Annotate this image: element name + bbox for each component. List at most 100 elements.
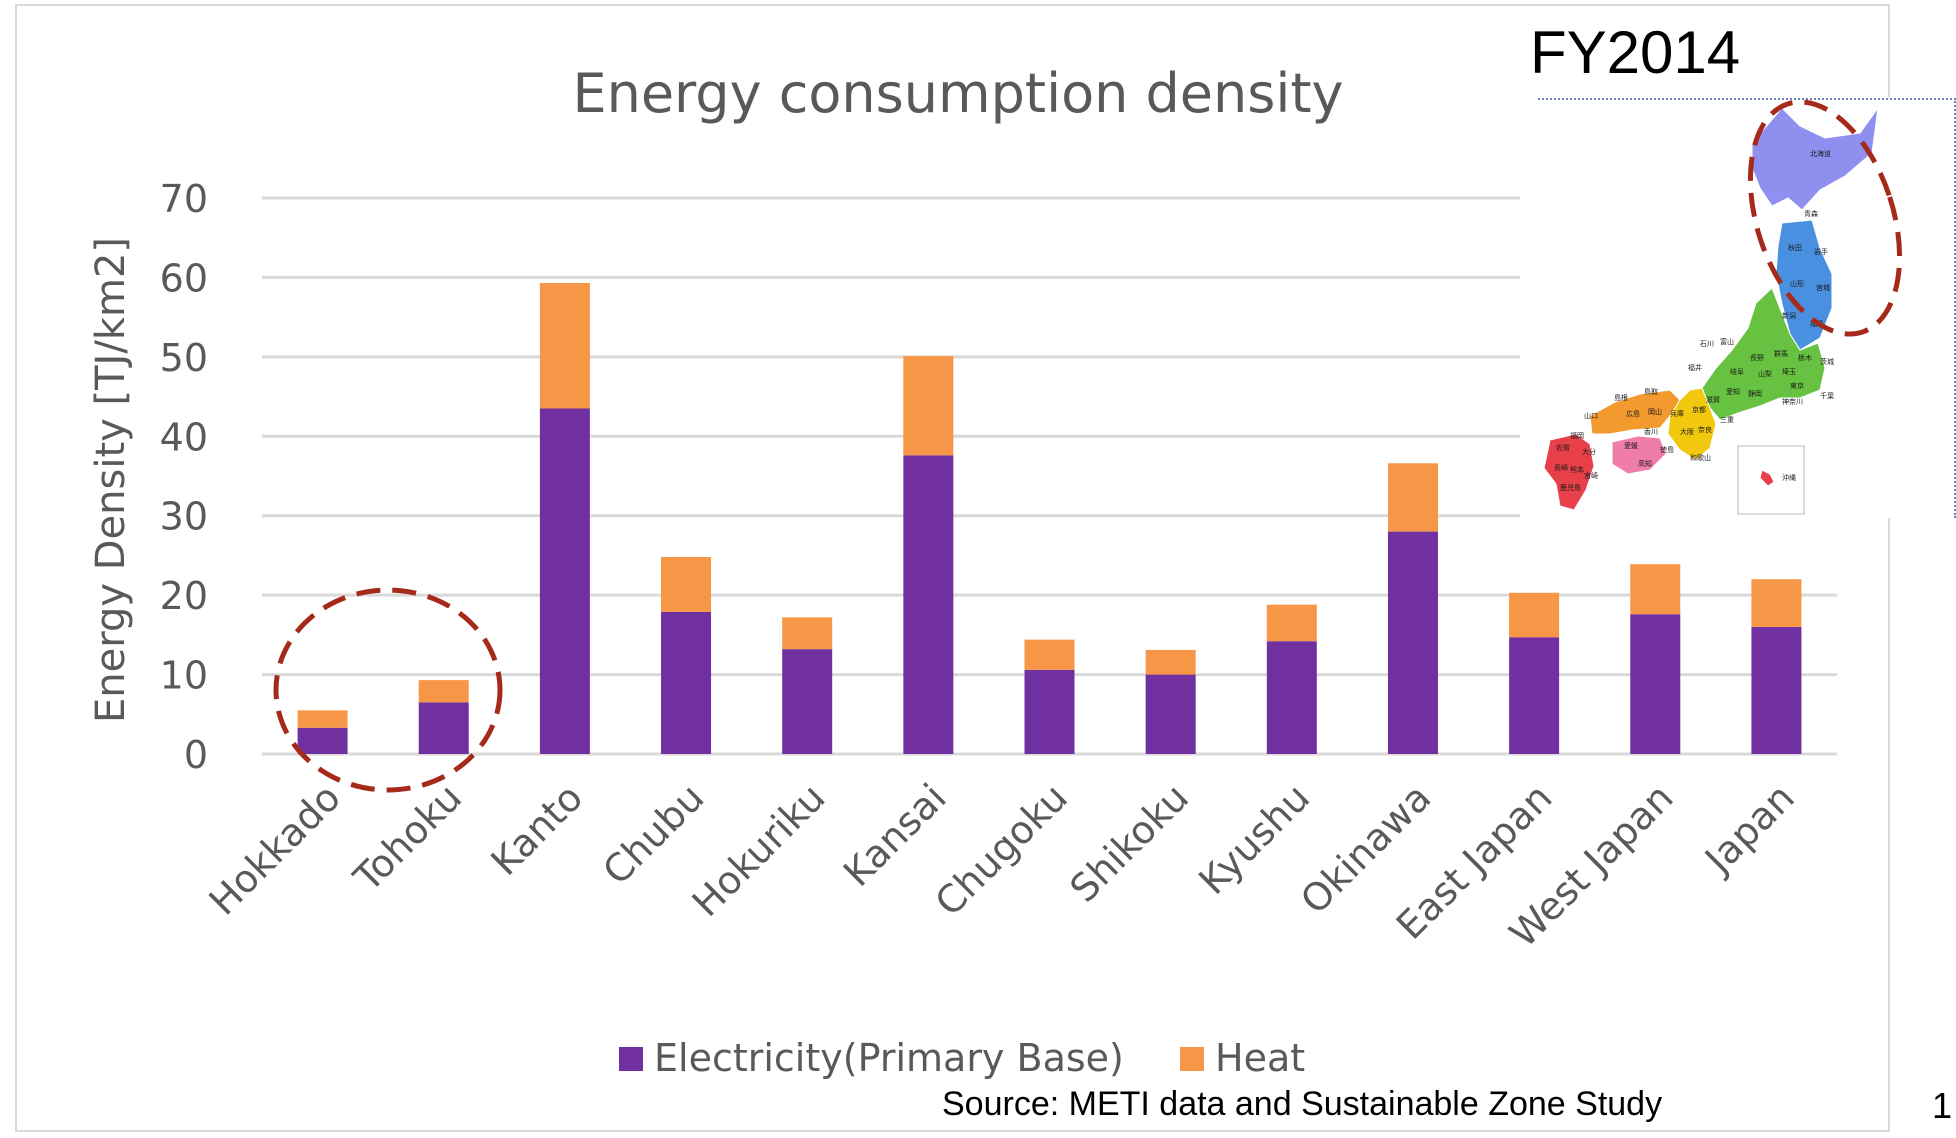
fiscal-year-label: FY2014 <box>1530 19 1741 86</box>
y-tick-labels: 0 10 20 30 40 50 60 70 <box>160 177 208 777</box>
map-region-shikoku <box>1611 435 1667 475</box>
slide-frame <box>15 4 1890 1132</box>
bar-electricity-shikoku <box>1145 674 1196 754</box>
highlight-ellipse-hokkaido-tohoku <box>273 587 503 793</box>
x-tick-label: Hokkado <box>201 775 349 923</box>
y-tick-label: 0 <box>184 733 208 777</box>
bar-electricity-okinawa <box>1387 531 1438 754</box>
map-prefecture-label: 愛媛 <box>1624 441 1638 450</box>
y-tick-label: 60 <box>160 256 208 300</box>
bar-heat-chubu <box>661 557 712 612</box>
bar-heat-east-japan <box>1509 592 1560 638</box>
bar-electricity-hokkado <box>297 727 348 754</box>
bar-heat-japan <box>1751 579 1802 627</box>
bar-electricity-japan <box>1751 626 1802 754</box>
map-prefecture-label: 福井 <box>1688 363 1702 372</box>
y-tick-label: 40 <box>160 415 208 459</box>
map-prefecture-label: 京都 <box>1692 405 1706 414</box>
bar-heat-hokkado <box>297 710 348 728</box>
x-tick-label: Chugoku <box>927 775 1076 924</box>
map-prefecture-label: 茨城 <box>1820 357 1834 366</box>
map-region-kyushu <box>1543 433 1595 511</box>
map-prefecture-label: 東京 <box>1790 381 1804 390</box>
bar-electricity-kansai <box>903 455 954 754</box>
bar-heat-shikoku <box>1145 649 1196 675</box>
map-region-kansai <box>1667 387 1717 461</box>
y-tick-label: 30 <box>160 495 208 539</box>
map-prefecture-label: 福岡 <box>1570 431 1584 440</box>
map-prefecture-label: 岡山 <box>1648 407 1662 416</box>
map-prefecture-label: 埼玉 <box>1782 367 1796 376</box>
x-tick-label: Shikoku <box>1062 775 1197 910</box>
map-prefecture-label: 神奈川 <box>1782 397 1803 406</box>
map-prefecture-label: 滋賀 <box>1706 395 1720 404</box>
y-tick-label: 10 <box>160 654 208 698</box>
map-prefecture-label: 佐賀 <box>1556 443 1570 452</box>
map-prefecture-label: 香川 <box>1644 427 1658 436</box>
bar-heat-kansai <box>903 356 954 456</box>
bar-heat-chugoku <box>1024 639 1075 670</box>
bar-electricity-east-japan <box>1509 637 1560 754</box>
map-prefecture-label: 富山 <box>1720 337 1734 346</box>
map-prefecture-label: 石川 <box>1700 340 1714 348</box>
bar-heat-hokuriku <box>782 617 833 650</box>
bar-electricity-chubu <box>661 611 712 754</box>
bar-electricity-kanto <box>539 408 590 754</box>
map-prefecture-label: 千葉 <box>1820 391 1834 400</box>
y-tick-label: 50 <box>160 336 208 380</box>
bar-electricity-hokuriku <box>782 649 833 754</box>
bar-heat-tohoku <box>418 680 469 703</box>
bar-heat-okinawa <box>1387 463 1438 532</box>
map-prefecture-label: 和歌山 <box>1690 453 1711 462</box>
map-prefecture-label: 広島 <box>1626 409 1640 418</box>
legend-swatch-electricity <box>619 1047 643 1071</box>
map-prefecture-label: 熊本 <box>1570 465 1584 474</box>
map-prefecture-label: 群馬 <box>1774 349 1788 358</box>
map-prefecture-label: 長野 <box>1750 354 1764 362</box>
map-border <box>1538 98 1956 518</box>
map-region-okinawa <box>1759 469 1775 487</box>
map-region-chugoku <box>1589 389 1681 435</box>
map-prefecture-label: 徳島 <box>1660 445 1674 454</box>
legend-swatch-heat <box>1180 1047 1204 1071</box>
map-prefecture-label: 兵庫 <box>1670 409 1684 418</box>
map-region-kanto-chubu <box>1701 287 1826 421</box>
x-tick-label: Chubu <box>594 775 712 893</box>
map-prefecture-label: 山口 <box>1584 411 1598 420</box>
map-prefecture-label: 沖縄 <box>1782 473 1796 482</box>
bar-electricity-tohoku <box>418 702 469 754</box>
map-prefecture-label: 島根 <box>1614 393 1628 402</box>
map-prefecture-label: 長崎 <box>1554 463 1568 472</box>
map-prefecture-label: 愛知 <box>1726 387 1740 396</box>
map-prefecture-label: 奈良 <box>1698 425 1712 434</box>
map-prefecture-label: 三重 <box>1720 416 1734 424</box>
y-tick-label: 70 <box>160 177 208 221</box>
bar-heat-west-japan <box>1630 564 1681 615</box>
legend: Electricity(Primary Base) Heat <box>619 1036 1305 1080</box>
bar-electricity-chugoku <box>1024 669 1075 754</box>
x-tick-label: Japan <box>1695 775 1802 882</box>
map-prefecture-label: 鳥取 <box>1644 387 1658 396</box>
map-okinawa-inset <box>1737 445 1805 515</box>
legend-label-heat: Heat <box>1215 1036 1305 1080</box>
chart-title: Energy consumption density <box>572 62 1343 125</box>
source-note: Source: METI data and Sustainable Zone S… <box>942 1085 1663 1123</box>
map-prefecture-label: 山梨 <box>1758 369 1772 378</box>
bar-heat-kyushu <box>1266 604 1317 642</box>
map-prefecture-label: 鹿児島 <box>1560 483 1581 492</box>
bar-electricity-west-japan <box>1630 614 1681 754</box>
map-prefecture-label: 大分 <box>1582 447 1596 456</box>
bar-heat-kanto <box>539 282 590 409</box>
map-prefecture-label: 岐阜 <box>1730 367 1744 376</box>
bars <box>297 282 1802 754</box>
map-prefecture-label: 大阪 <box>1680 427 1694 436</box>
x-tick-label: Kanto <box>483 775 592 884</box>
bar-electricity-kyushu <box>1266 641 1317 754</box>
x-tick-label: Hokuriku <box>684 775 834 925</box>
map-prefecture-label: 栃木 <box>1798 353 1812 362</box>
map-prefecture-label: 静岡 <box>1748 389 1762 398</box>
y-axis-label: Energy Density [TJ/km2] <box>88 237 134 723</box>
page-number: 1 <box>1932 1085 1953 1126</box>
